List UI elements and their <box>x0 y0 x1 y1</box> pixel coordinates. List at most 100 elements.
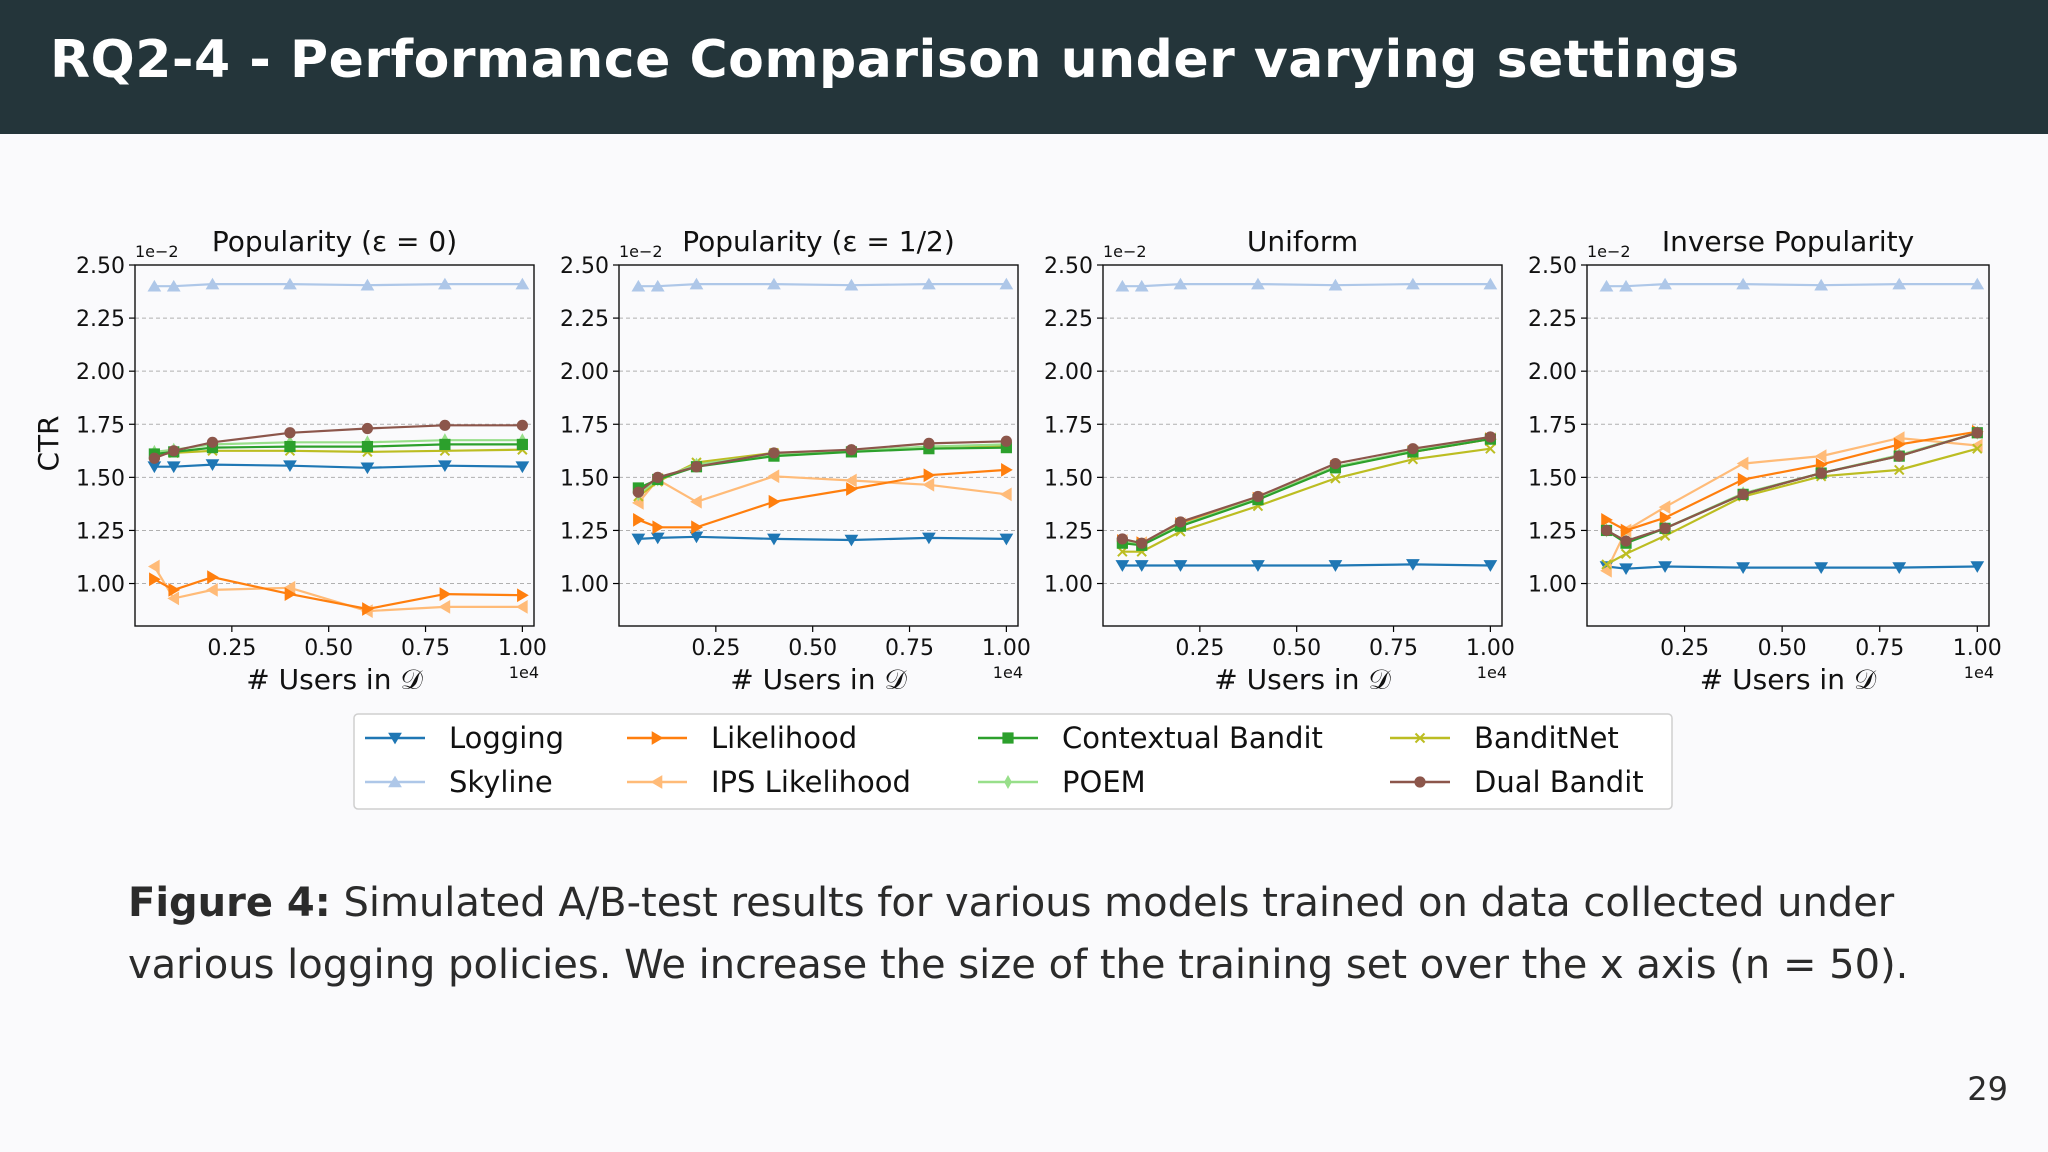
data-point <box>1600 524 1613 537</box>
legend-entry: Logging <box>365 721 564 755</box>
legend-label: Contextual Bandit <box>1062 721 1323 755</box>
y-axis-label: CTR <box>32 415 65 471</box>
y-multiplier: 1e−2 <box>135 242 179 261</box>
series-skyline <box>147 277 530 292</box>
data-point <box>846 482 858 496</box>
series-poem <box>1118 431 1495 552</box>
x-tick-label: 1.00 <box>1466 636 1515 661</box>
x-multiplier: 1e4 <box>1477 663 1507 682</box>
legend-marker <box>388 732 402 745</box>
y-tick-label: 1.50 <box>1528 466 1577 491</box>
x-tick-label: 0.50 <box>1272 636 1321 661</box>
series-ips-likelihood <box>1115 432 1496 551</box>
y-tick-label: 2.00 <box>76 360 125 385</box>
chart-panel-3: 1.00 1.25 1.50 1.75 2.00 2.25 2.50 0.25 0.50 0.75… <box>1044 225 1515 696</box>
series-dual-bandit <box>632 435 1012 498</box>
data-point <box>1173 277 1188 290</box>
data-point <box>1620 548 1632 560</box>
series-likelihood <box>1117 432 1497 551</box>
data-point <box>1000 435 1012 447</box>
y-tick-label: 1.75 <box>76 413 125 438</box>
series-logging <box>631 531 1014 547</box>
data-point <box>1407 443 1419 455</box>
data-point <box>1658 277 1672 290</box>
data-point <box>361 422 374 435</box>
data-point <box>1134 560 1149 572</box>
data-point <box>923 468 936 483</box>
x-tick-label: 1.00 <box>498 636 547 661</box>
data-point <box>166 279 181 292</box>
legend-marker <box>388 775 402 788</box>
data-point <box>767 469 780 484</box>
data-point <box>439 438 451 451</box>
figure-caption: Figure 4: Simulated A/B-test results for… <box>128 872 1928 996</box>
data-point <box>922 532 936 545</box>
data-point <box>1736 562 1750 574</box>
data-point <box>149 572 161 587</box>
chart-title: Inverse Popularity <box>1662 225 1914 258</box>
data-point <box>168 583 181 597</box>
data-point <box>147 279 162 292</box>
data-point <box>844 534 859 547</box>
data-point <box>767 533 781 546</box>
data-point <box>1601 559 1612 570</box>
x-tick-label: 1.00 <box>982 636 1031 661</box>
data-point <box>148 452 160 464</box>
data-point <box>206 436 219 448</box>
y-tick-label: 2.00 <box>1528 360 1577 385</box>
x-tick-label: 0.25 <box>691 636 740 661</box>
legend-marker <box>1004 774 1012 790</box>
x-tick-label: 0.25 <box>1660 636 1709 661</box>
data-point <box>999 487 1012 502</box>
data-point <box>922 277 936 290</box>
data-point <box>767 277 781 290</box>
legend-label: Logging <box>449 721 564 755</box>
data-point <box>1972 443 1983 454</box>
data-point <box>206 583 218 597</box>
data-point <box>1971 427 1983 439</box>
data-point <box>439 587 452 602</box>
data-point <box>1892 277 1907 290</box>
data-point <box>1619 279 1633 292</box>
data-point <box>1737 488 1749 500</box>
data-point <box>1136 537 1148 549</box>
y-tick-label: 2.00 <box>560 360 609 385</box>
data-point <box>1001 463 1013 477</box>
y-tick-label: 1.50 <box>76 466 125 491</box>
data-point <box>1115 560 1130 572</box>
series-likelihood <box>633 463 1013 535</box>
series-logging <box>1599 561 1985 576</box>
data-point <box>1329 457 1342 470</box>
chart-title: Uniform <box>1247 225 1358 258</box>
chart-panel-2: 1.00 1.25 1.50 1.75 2.00 2.25 2.50 0.25 0.50 0.75… <box>560 225 1031 696</box>
data-point <box>1328 278 1343 291</box>
caption-text: Simulated A/B-test results for various m… <box>128 880 1909 988</box>
data-point <box>516 438 528 451</box>
data-point <box>361 440 374 453</box>
y-tick-label: 1.75 <box>1044 413 1093 438</box>
data-point <box>1406 277 1420 290</box>
legend-entry: POEM <box>978 765 1146 799</box>
data-point <box>360 278 375 291</box>
series-ips-likelihood <box>147 559 528 619</box>
data-point <box>844 278 859 291</box>
data-point <box>515 600 528 614</box>
data-point <box>1599 279 1614 292</box>
legend-marker <box>1002 732 1014 744</box>
legend-entry: Contextual Bandit <box>978 721 1323 755</box>
x-tick-label: 0.75 <box>1369 636 1418 661</box>
data-point <box>1659 522 1671 534</box>
x-axis-label: # Users in 𝒟 <box>1214 663 1391 696</box>
data-point <box>1485 443 1496 454</box>
data-point <box>362 602 374 616</box>
data-point <box>205 459 220 471</box>
data-point <box>517 588 529 603</box>
data-point <box>650 279 665 292</box>
data-point <box>205 277 220 290</box>
data-point <box>283 277 297 290</box>
data-point <box>845 473 857 488</box>
y-tick-label: 1.25 <box>560 519 609 544</box>
x-tick-label: 1.00 <box>1953 636 2002 661</box>
x-multiplier: 1e4 <box>993 663 1023 682</box>
